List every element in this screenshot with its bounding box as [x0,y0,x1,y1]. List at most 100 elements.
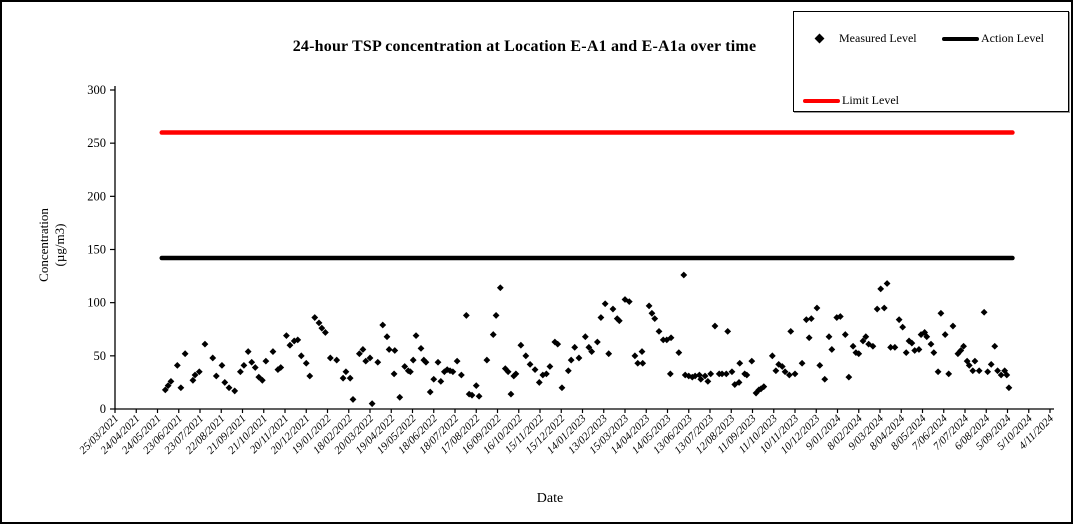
measured-point [957,347,965,354]
measured-point [546,363,554,370]
measured-point [930,349,938,357]
measured-point [374,358,382,366]
measured-point [937,309,945,317]
measured-point [873,305,881,313]
measured-point [526,360,534,368]
y-tick-label: 150 [87,243,106,257]
measured-point [349,396,357,403]
measured-point [701,372,709,380]
measured-point [588,348,596,355]
measured-point [396,393,404,401]
measured-point [406,368,414,376]
legend-label-measured-level: Measured Level [839,31,917,45]
measured-point [468,391,476,399]
measured-point [465,390,473,398]
measured-point [805,334,813,342]
measured-point [453,357,461,365]
legend-item-action-level: Action Level [942,31,1044,46]
measured-point [631,352,639,360]
measured-point [787,327,795,335]
measured-point [984,368,992,376]
measured-point [483,356,491,364]
measured-point [659,336,667,344]
measured-point [923,333,931,341]
measured-point [828,346,836,353]
legend-label-limit-level: Limit Level [842,93,899,107]
diamond-marker-icon [814,33,825,44]
measured-point [791,370,799,378]
measured-point [346,374,354,382]
measured-point [855,350,863,358]
measured-point [609,305,617,313]
measured-point [585,343,593,351]
measured-point [1003,371,1011,379]
measured-point [167,377,175,385]
measured-point [667,334,675,342]
measured-point [244,348,252,355]
measured-point [417,344,425,352]
measured-point [651,315,659,323]
measured-point [883,280,891,287]
measured-point [191,371,199,379]
measured-point [489,331,497,338]
measured-point [507,390,515,398]
measured-point [339,374,347,382]
measured-point [949,322,957,330]
y-tick-label: 250 [87,136,106,150]
measured-point [722,370,730,378]
measured-point [368,400,376,408]
measured-point [601,300,609,308]
measured-point [342,368,350,376]
measured-point [277,364,285,371]
measured-point [748,357,756,365]
measured-point [813,304,821,312]
measured-point [164,382,172,390]
y-tick-label: 300 [87,83,106,97]
measured-point [512,370,520,378]
measured-point [189,376,197,384]
measured-point [859,337,867,345]
measured-point [225,384,233,392]
measured-point [221,379,229,386]
measured-point [655,327,663,335]
y-tick-label: 200 [87,189,106,203]
measured-point [704,377,712,385]
measured-point [355,350,363,358]
measured-point [711,322,719,330]
measured-point [1005,384,1013,392]
measured-point [318,324,326,332]
measured-point [315,319,323,327]
measured-point [987,360,995,368]
measured-point [941,331,949,338]
measured-point [426,388,434,396]
measured-point [772,367,780,375]
measured-point [462,312,470,319]
measured-point [218,362,226,369]
measured-point [306,372,314,380]
measured-point [209,354,217,362]
measured-point [666,370,674,378]
measured-point [567,356,575,364]
measured-point [615,317,623,325]
legend-item-limit-level: Limit Level [803,93,899,108]
measured-point [707,370,715,378]
measured-point [294,336,302,344]
measured-point [362,357,370,365]
measured-point [504,368,512,376]
measured-point [391,347,399,354]
measured-point [297,352,305,360]
measured-point [248,358,256,366]
measured-point [440,368,448,376]
measured-point [531,366,539,374]
measured-point [821,375,829,383]
measured-point [390,370,398,378]
measured-point [434,358,442,366]
measured-point [422,358,430,366]
measured-point [760,383,768,391]
legend: Measured Level Action Level Limit Level [793,11,1069,112]
measured-point [891,343,899,351]
measured-point [201,340,209,348]
measured-point [173,362,181,369]
